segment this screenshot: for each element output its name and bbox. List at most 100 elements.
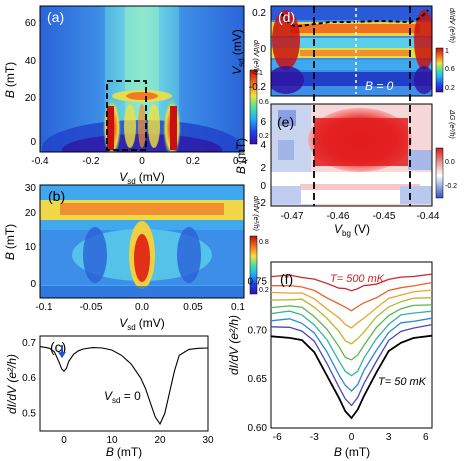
panel-a-xlabel: Vsd (mV) xyxy=(119,170,164,186)
tick-label: 0.2 xyxy=(252,8,266,19)
tick-label: 30 xyxy=(25,183,37,194)
tick-label: -0.47 xyxy=(281,211,304,222)
panel-b-label: (b) xyxy=(48,188,65,204)
tick-label: 0.75 xyxy=(248,277,268,288)
tick-label: 0.2 xyxy=(186,156,200,167)
tick-label: 0.7 xyxy=(22,338,36,349)
panel-a-cbar-ticks: 1 0.6 0.2 xyxy=(259,70,269,140)
panel-c-annotation: Vsd = 0 xyxy=(104,389,141,405)
tick-label: 0 xyxy=(260,44,266,55)
tick-label: 0.05 xyxy=(183,302,203,313)
colorbar-label: dI/dV (e²/h) xyxy=(448,8,455,43)
panel-b-ylabel: B(mT) xyxy=(3,224,17,260)
tick-label: -0.1 xyxy=(35,302,53,313)
panel-b-heatmap xyxy=(40,185,244,298)
colorbar-label: dI/dV (e²/h) xyxy=(252,40,259,75)
colorbar xyxy=(435,47,444,93)
panel-a-heatmap xyxy=(40,6,244,152)
tick-label: 0.6 xyxy=(445,66,455,73)
series-line xyxy=(270,317,433,392)
panel-e-yticks: 6 4 2 0 -2 xyxy=(257,117,266,209)
tick-label: -0.44 xyxy=(417,211,440,222)
tick-label: 40 xyxy=(25,56,37,67)
tick-label: 2 xyxy=(260,163,266,174)
panel-a-ylabel: B(mT) xyxy=(3,62,17,98)
tick-label: 0 xyxy=(30,279,36,290)
gap-edge-line xyxy=(281,9,429,28)
series-line xyxy=(270,297,433,345)
tick-label: 30 xyxy=(202,435,214,446)
tick-label: 0.0 xyxy=(135,302,149,313)
panel-e-heatmap xyxy=(271,104,432,206)
panel-f-curves xyxy=(270,273,433,420)
panel-e-label: (e) xyxy=(277,114,294,130)
panel-d-yticks: 0.2 0 -0.2 xyxy=(249,8,267,93)
panel-f-xticks: -6 -3 0 3 6 xyxy=(273,432,429,443)
panel-d-heatmap xyxy=(271,6,432,96)
label-50mk: T= 50 mK xyxy=(378,376,427,388)
tick-label: 20 xyxy=(154,435,166,446)
tick-label: 0.2 xyxy=(445,85,455,92)
colorbar xyxy=(249,235,258,295)
tick-label: -6 xyxy=(273,432,282,443)
colorbar-label: dI/dV (e²/h) xyxy=(252,196,259,231)
panel-b-xticks: -0.1 -0.05 0.0 0.05 0.1 xyxy=(35,302,245,313)
tick-label: -0.2 xyxy=(445,183,457,190)
tick-label: 0 xyxy=(260,181,266,192)
series-line xyxy=(270,289,433,329)
series-line xyxy=(270,334,433,420)
panel-c-xlabel: B (mT) xyxy=(106,445,142,459)
panel-d: (d) B = 0 0.2 0 -0.2 Vsd(mV) 1 0.6 0.2 d… xyxy=(230,5,455,97)
panel-f-xlabel: B (mT) xyxy=(334,445,370,459)
panel-b-cbar-ticks: 0.8 0.2 xyxy=(259,239,269,294)
label-500mk: T= 500 mK xyxy=(330,273,385,285)
tick-label: -3 xyxy=(310,432,319,443)
tick-label: -2 xyxy=(257,198,266,209)
tick-label: -0.45 xyxy=(373,211,396,222)
panel-b: (b) -0.1 -0.05 0.0 0.05 0.1 0 10 20 30 B… xyxy=(3,183,269,332)
tick-label: 20 xyxy=(25,93,37,104)
series-line xyxy=(270,323,433,407)
panel-b-yticks: 0 10 20 30 xyxy=(25,183,37,290)
panel-b-xlabel: Vsd (mV) xyxy=(119,316,164,332)
series-line xyxy=(270,304,433,361)
tick-label: 0.70 xyxy=(248,325,268,336)
series-line xyxy=(270,310,433,377)
tick-label: 3 xyxy=(386,432,392,443)
tick-label: 4 xyxy=(260,140,266,151)
tick-label: 0.2 xyxy=(259,287,269,294)
tick-label: -0.2 xyxy=(82,156,100,167)
panel-a: (a) -0.4 -0.2 0 0.2 0.4 0 20 40 60 B(mT)… xyxy=(3,5,269,186)
colorbar xyxy=(435,147,444,199)
tick-label: 0.65 xyxy=(248,374,268,385)
panel-a-yticks: 0 20 40 60 xyxy=(25,18,37,148)
tick-label: 0.5 xyxy=(22,408,36,419)
panel-e-ylabel: B(mT) xyxy=(234,138,248,174)
series-line xyxy=(270,273,433,292)
tick-label: 20 xyxy=(25,208,37,219)
tick-label: 0.8 xyxy=(259,239,269,246)
tick-label: 0.0 xyxy=(445,159,455,166)
tick-label: 0 xyxy=(30,137,36,148)
panel-d-ylabel: Vsd(mV) xyxy=(230,29,246,74)
panel-d-cbar-ticks: 1 0.6 0.2 xyxy=(445,48,455,92)
tick-label: 10 xyxy=(106,435,118,446)
tick-label: -0.05 xyxy=(80,302,103,313)
tick-label: 0.2 xyxy=(259,133,269,140)
tick-label: 0.60 xyxy=(248,423,268,434)
panel-c-xticks: 0 10 20 30 xyxy=(61,435,214,446)
panel-f-label: (f) xyxy=(280,271,293,287)
tick-label: 60 xyxy=(25,18,37,29)
tick-label: -0.46 xyxy=(327,211,350,222)
panel-c-yticks: 0.5 0.6 0.7 xyxy=(22,338,36,419)
tick-label: 0.6 xyxy=(22,373,36,384)
panel-d-label: (d) xyxy=(278,9,295,25)
tick-label: 6 xyxy=(260,117,266,128)
tick-label: 10 xyxy=(25,242,37,253)
tick-label: 0 xyxy=(139,156,145,167)
panel-a-label: (a) xyxy=(47,9,64,25)
tick-label: -0.2 xyxy=(249,82,267,93)
panel-e-cbar-ticks: 0.0 -0.2 xyxy=(445,159,457,190)
panel-c: (c) Vsd = 0 0 10 20 30 0.5 0.6 0.7 dI/dV… xyxy=(5,335,214,459)
